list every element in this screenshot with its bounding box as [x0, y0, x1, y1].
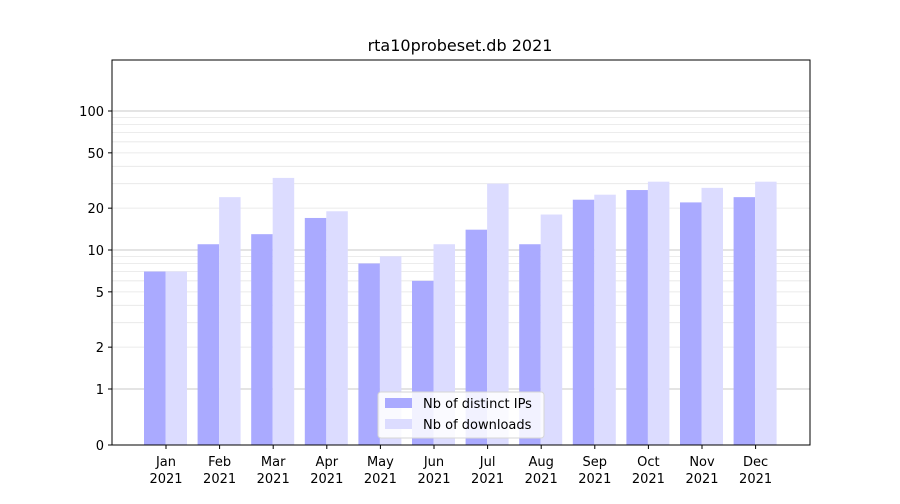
- legend-label: Nb of distinct IPs: [423, 397, 532, 412]
- legend-box: [377, 391, 545, 439]
- x-tick-label: Dec 2021: [739, 455, 772, 487]
- bar: [733, 197, 756, 445]
- bar: [647, 181, 670, 445]
- y-tick-label: 5: [96, 286, 104, 301]
- y-tick-label: 2: [96, 341, 104, 356]
- bar: [540, 214, 563, 445]
- legend-label: Nb of downloads: [423, 418, 532, 433]
- bar: [465, 229, 488, 445]
- bar: [594, 194, 616, 445]
- bar: [572, 199, 595, 445]
- x-tick-label: Jul 2021: [471, 455, 504, 487]
- x-tick-label: Jan 2021: [149, 455, 182, 487]
- y-tick-label: 100: [79, 105, 104, 120]
- bar: [326, 211, 348, 445]
- bar: [144, 271, 166, 445]
- y-tick-label: 0: [96, 439, 104, 454]
- legend-swatch: [385, 398, 412, 408]
- bar: [197, 244, 220, 445]
- bar: [680, 202, 702, 445]
- y-tick-label: 1: [96, 383, 104, 398]
- bar: [165, 271, 187, 445]
- legend: Nb of distinct IPs Nb of downloads: [377, 391, 545, 439]
- bar: [755, 181, 777, 445]
- x-tick-label: Feb 2021: [203, 455, 236, 487]
- x-tick-label: Jun 2021: [417, 455, 450, 487]
- y-tick-label: 50: [87, 147, 104, 162]
- bar: [272, 177, 295, 445]
- plot-frame: [111, 59, 811, 446]
- bar: [358, 263, 380, 445]
- x-tick-label: Oct 2021: [632, 455, 665, 487]
- x-tick-label: Mar 2021: [257, 455, 290, 487]
- x-tick-label: Nov 2021: [685, 455, 718, 487]
- x-tick-label: Aug 2021: [525, 455, 558, 487]
- bar: [304, 217, 327, 445]
- chart-title: rta10probeset.db 2021: [368, 36, 553, 55]
- y-tick-label: 20: [87, 202, 104, 217]
- bar: [219, 197, 241, 445]
- x-tick-label: May 2021: [364, 455, 397, 487]
- x-tick-label: Sep 2021: [578, 455, 611, 487]
- legend-swatch: [385, 419, 412, 429]
- x-tick-label: Apr 2021: [310, 455, 343, 487]
- bar: [626, 190, 648, 445]
- bar: [251, 234, 273, 445]
- y-tick-label: 10: [87, 244, 104, 259]
- bar: [487, 183, 509, 445]
- bar: [701, 187, 723, 445]
- axes-layer: 0 1 2 5 10 20 50 100 Jan 2021 Feb 2021 Mar 2021 Apr 202…: [79, 59, 811, 487]
